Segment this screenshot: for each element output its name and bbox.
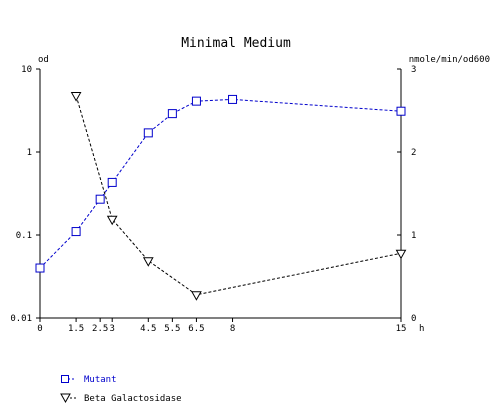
data-point-beta-galactosidase bbox=[106, 215, 118, 226]
left-tick-label: 0.01 bbox=[10, 314, 32, 324]
x-tick-label: 4.5 bbox=[140, 324, 156, 334]
right-tick-label: 0 bbox=[411, 314, 416, 324]
x-tick-label: 5.5 bbox=[164, 324, 180, 334]
right-axis-ticks: 0 1 2 3 bbox=[397, 65, 416, 324]
legend-label-mutant: Mutant bbox=[84, 375, 117, 385]
legend-square-marker bbox=[61, 375, 69, 383]
data-point-mutant bbox=[107, 177, 117, 187]
data-point-beta-galactosidase bbox=[191, 291, 202, 301]
data-point-mutant bbox=[95, 194, 105, 204]
right-axis-label: nmole/min/od600 bbox=[409, 55, 490, 65]
right-tick-label: 1 bbox=[411, 231, 416, 241]
left-tick-label: 0.1 bbox=[16, 231, 32, 241]
data-point-mutant bbox=[35, 263, 45, 273]
x-tick-label: 2.5 bbox=[92, 324, 108, 334]
data-point-mutant bbox=[71, 227, 81, 237]
left-axis-ticks: 0.01 0.1 1 10 bbox=[10, 65, 40, 324]
data-point-beta-galactosidase bbox=[70, 92, 82, 102]
x-tick-label: 1.5 bbox=[68, 324, 84, 334]
chart-title: Minimal Medium bbox=[181, 36, 291, 51]
right-tick-label: 3 bbox=[411, 65, 416, 75]
data-point-mutant bbox=[143, 128, 153, 138]
right-tick-label: 2 bbox=[411, 148, 416, 158]
x-tick-label: 8 bbox=[230, 324, 235, 334]
x-tick-label: 3 bbox=[109, 324, 114, 334]
legend-item-mutant: Mutant bbox=[61, 375, 117, 385]
legend-item-beta-galactosidase: Beta Galactosidase bbox=[60, 393, 182, 404]
legend: Mutant Beta Galactosidase bbox=[60, 375, 182, 404]
legend-label-beta-galactosidase: Beta Galactosidase bbox=[84, 394, 182, 404]
legend-triangle-marker bbox=[60, 393, 71, 404]
data-point-mutant bbox=[396, 106, 406, 116]
x-axis-unit: h bbox=[419, 324, 424, 334]
series-line-beta-galactosidase bbox=[75, 95, 402, 296]
x-axis-ticks: 0 1.5 2.5 3 4.5 5.5 6.5 8 15 bbox=[37, 318, 406, 334]
series-line-mutant bbox=[39, 98, 402, 269]
data-point-mutant bbox=[191, 96, 201, 106]
x-tick-label: 0 bbox=[37, 324, 42, 334]
data-point-beta-galactosidase bbox=[395, 249, 407, 260]
x-tick-label: 15 bbox=[396, 324, 407, 334]
series-layer bbox=[35, 92, 407, 301]
data-point-mutant bbox=[167, 109, 177, 119]
left-axis-label: od bbox=[38, 55, 49, 65]
data-point-mutant bbox=[228, 94, 238, 104]
left-tick-label: 1 bbox=[27, 148, 32, 158]
x-tick-label: 6.5 bbox=[188, 324, 204, 334]
data-point-beta-galactosidase bbox=[142, 257, 154, 267]
left-tick-label: 10 bbox=[21, 65, 32, 75]
